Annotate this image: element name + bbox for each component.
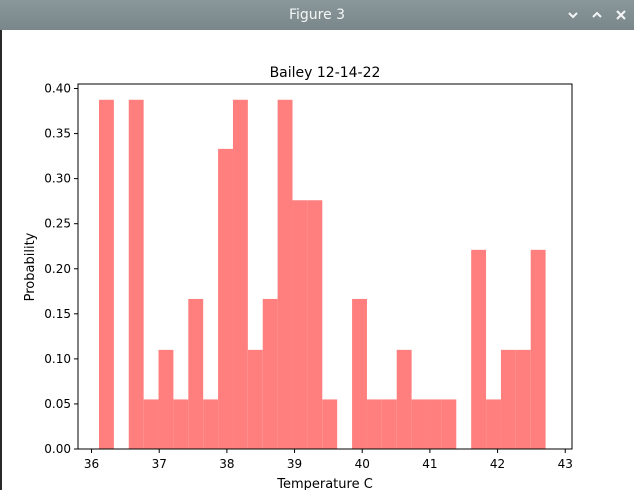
histogram-bar xyxy=(277,99,293,449)
histogram-bar xyxy=(247,349,263,449)
histogram-chart: Bailey 12-14-22 0.00 0.05 0.10 0.15 0.20 0.25… xyxy=(23,65,573,492)
histogram-bar xyxy=(486,399,501,449)
y-tick-label: 0.05 xyxy=(44,397,71,411)
chart-title: Bailey 12-14-22 xyxy=(270,65,381,81)
background-window-edge xyxy=(0,30,2,490)
histogram-bar xyxy=(98,99,114,449)
histogram-bar xyxy=(188,298,204,449)
histogram-bar xyxy=(500,349,516,449)
window-controls xyxy=(566,0,628,30)
histogram-bar xyxy=(307,200,323,449)
histogram-bar xyxy=(396,349,412,449)
histogram-bar xyxy=(515,349,531,449)
y-tick-label: 0.30 xyxy=(44,172,71,186)
x-axis-label: Temperature C xyxy=(276,477,373,490)
y-tick-label: 0.40 xyxy=(44,82,71,96)
window-titlebar[interactable]: Figure 3 xyxy=(0,0,634,30)
histogram-bar xyxy=(441,399,457,449)
y-tick-label: 0.20 xyxy=(44,262,71,276)
y-tick-label: 0.35 xyxy=(44,127,71,141)
x-tick-label: 43 xyxy=(558,457,573,471)
x-tick-label: 36 xyxy=(84,457,99,471)
x-tick-label: 40 xyxy=(355,457,370,471)
histogram-bar xyxy=(262,298,278,449)
close-icon[interactable] xyxy=(614,8,628,22)
bars-group xyxy=(98,99,546,449)
histogram-bar xyxy=(158,349,174,449)
y-axis-label: Probability xyxy=(23,232,38,301)
y-tick-label: 0.10 xyxy=(44,352,71,366)
histogram-bar xyxy=(128,99,144,449)
histogram-bar xyxy=(322,399,338,449)
histogram-bar xyxy=(173,399,189,449)
histogram-bar xyxy=(232,99,248,449)
x-tick-label: 39 xyxy=(287,457,302,471)
x-tick-label: 37 xyxy=(152,457,167,471)
histogram-bar xyxy=(381,399,397,449)
histogram-bar xyxy=(143,399,159,449)
histogram-bar xyxy=(530,249,546,449)
histogram-bar xyxy=(203,399,219,449)
window-title: Figure 3 xyxy=(288,7,346,23)
x-tick-label: 41 xyxy=(422,457,437,471)
y-tick-label: 0.25 xyxy=(44,217,71,231)
x-axis-ticks: 36 37 38 39 40 41 42 43 xyxy=(84,449,573,471)
histogram-bar xyxy=(366,399,382,449)
histogram-bar xyxy=(292,200,308,449)
y-tick-label: 0.00 xyxy=(44,442,71,456)
histogram-bar xyxy=(411,399,427,449)
figure-canvas: Bailey 12-14-22 0.00 0.05 0.10 0.15 0.20 0.25… xyxy=(2,30,634,492)
maximize-icon[interactable] xyxy=(590,8,604,22)
y-tick-label: 0.15 xyxy=(44,307,71,321)
x-tick-label: 42 xyxy=(490,457,505,471)
histogram-bar xyxy=(218,148,233,449)
x-tick-label: 38 xyxy=(219,457,234,471)
y-axis-ticks: 0.00 0.05 0.10 0.15 0.20 0.25 0.30 0.35 0.40 xyxy=(44,82,78,456)
histogram-bar xyxy=(471,249,487,449)
minimize-icon[interactable] xyxy=(566,8,580,22)
histogram-bar xyxy=(352,298,367,449)
histogram-bar xyxy=(426,399,442,449)
axes-frame xyxy=(77,83,573,450)
